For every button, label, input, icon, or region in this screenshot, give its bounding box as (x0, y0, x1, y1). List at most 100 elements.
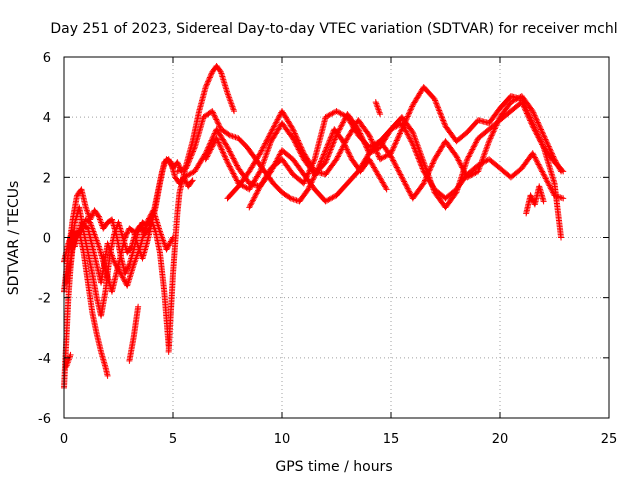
data-point (232, 159, 239, 166)
data-point (388, 150, 394, 157)
data-point (469, 146, 476, 153)
data-point (228, 166, 235, 173)
data-point (546, 144, 553, 151)
data-point (178, 166, 185, 173)
data-point (531, 153, 538, 160)
data-point (330, 140, 337, 147)
data-point (342, 138, 349, 145)
data-point (215, 139, 222, 146)
data-point (527, 192, 534, 199)
data-point (536, 137, 543, 144)
data-point (421, 178, 428, 185)
data-point (229, 133, 236, 140)
data-point (340, 119, 347, 126)
data-point (527, 118, 534, 125)
data-point (189, 149, 196, 156)
data-point (521, 104, 528, 111)
data-point (341, 140, 348, 147)
data-point (457, 161, 464, 168)
data-point (454, 154, 461, 161)
data-point (276, 151, 283, 158)
data-point (304, 173, 311, 180)
data-point (406, 109, 413, 116)
data-point (225, 131, 232, 138)
data-point (248, 200, 255, 207)
data-point (531, 112, 538, 119)
data-point (337, 147, 344, 154)
data-point (224, 159, 231, 166)
data-point (319, 154, 326, 161)
data-point (300, 148, 307, 155)
data-point (219, 147, 226, 154)
data-point (405, 110, 412, 117)
data-point (391, 160, 398, 167)
data-point (190, 148, 197, 155)
data-point (249, 197, 256, 204)
data-point (228, 152, 235, 159)
data-point (440, 117, 447, 124)
data-point (321, 150, 328, 157)
data-point (407, 107, 414, 114)
data-point (260, 143, 267, 150)
data-point (120, 275, 127, 282)
data-point (535, 134, 542, 141)
data-point (391, 143, 398, 150)
data-point (188, 152, 195, 159)
data-point (539, 130, 546, 137)
data-point (332, 135, 339, 142)
data-point (430, 157, 437, 164)
data-point (374, 150, 381, 157)
data-point (427, 166, 434, 173)
data-point (289, 135, 296, 142)
data-point (536, 164, 543, 171)
data-point (211, 113, 218, 120)
data-point (529, 108, 536, 115)
data-point (488, 132, 495, 139)
data-point (377, 111, 384, 118)
x-tick-label: 20 (492, 432, 509, 447)
data-point (397, 171, 404, 178)
data-point (531, 154, 538, 161)
data-point (208, 71, 215, 78)
data-point (389, 156, 396, 163)
data-point (404, 131, 411, 138)
data-point (429, 160, 436, 167)
data-point (320, 151, 327, 158)
data-point (336, 150, 343, 157)
series-arc-n (372, 99, 384, 118)
data-point (177, 167, 184, 174)
data-point (202, 156, 209, 163)
data-point (538, 127, 545, 134)
data-point (332, 133, 339, 140)
data-point (473, 139, 480, 146)
data-point (323, 157, 330, 164)
data-point (519, 100, 526, 107)
data-point (117, 270, 124, 277)
data-point (413, 151, 420, 158)
data-point (292, 196, 299, 203)
data-point (289, 124, 296, 131)
data-point (432, 98, 439, 105)
data-point (144, 218, 151, 225)
series-arc-e (71, 207, 176, 289)
data-point (225, 147, 232, 154)
data-point (302, 176, 309, 183)
data-point (404, 113, 411, 120)
data-point (542, 174, 549, 181)
data-point (541, 172, 548, 179)
data-point (326, 138, 333, 145)
data-point (189, 177, 196, 184)
data-point (430, 159, 437, 166)
data-point (232, 134, 239, 141)
data-point (291, 130, 298, 137)
data-point (115, 266, 122, 273)
data-point (540, 198, 547, 205)
data-point (309, 161, 316, 168)
data-point (392, 140, 399, 147)
data-point (528, 120, 535, 127)
data-point (342, 139, 349, 146)
data-point (535, 120, 542, 127)
data-point (389, 147, 396, 154)
data-point (439, 114, 446, 121)
data-point (184, 162, 191, 169)
